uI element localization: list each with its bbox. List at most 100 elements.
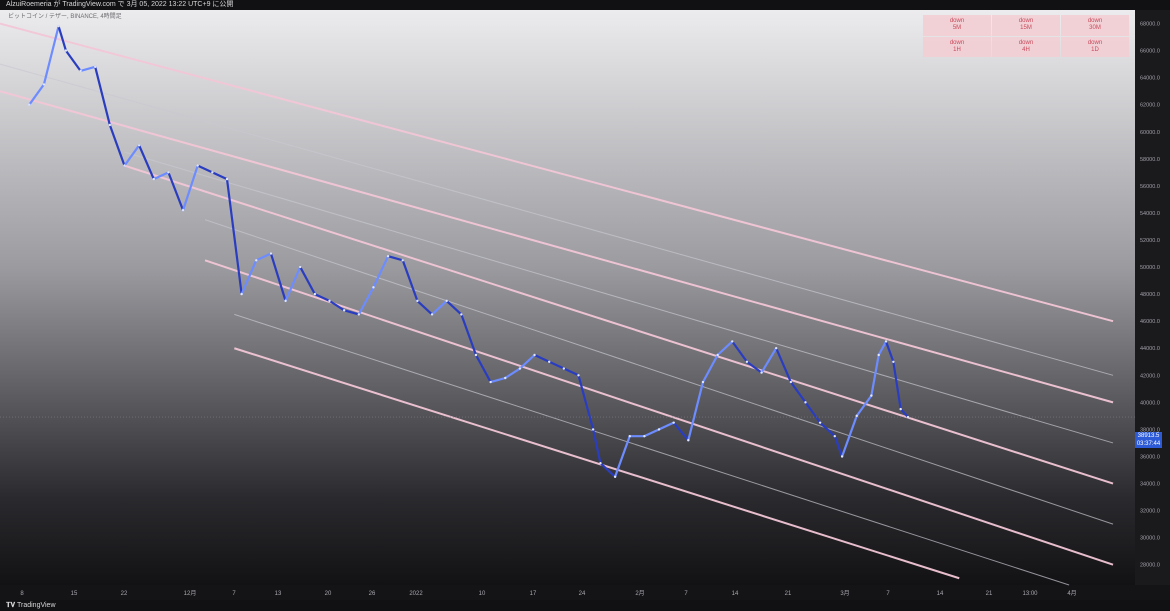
price-point — [731, 340, 734, 343]
time-tick-label: 13 — [275, 591, 282, 597]
price-point — [123, 164, 126, 167]
time-tick-label: 22 — [121, 591, 128, 597]
price-point — [255, 259, 258, 262]
price-point — [489, 380, 492, 384]
price-point — [818, 421, 822, 424]
channel-line-lower-2-sub — [234, 313, 1070, 586]
price-point — [760, 371, 763, 374]
price-point — [401, 259, 404, 262]
time-tick-label: 20 — [325, 591, 332, 597]
price-segment — [211, 171, 229, 181]
price-tick-label: 68000.0 — [1140, 22, 1160, 28]
time-tick-label: 14 — [937, 591, 944, 597]
price-point — [57, 25, 60, 28]
price-point — [28, 103, 31, 106]
price-point — [64, 49, 68, 52]
price-point — [870, 394, 873, 397]
price-segment — [884, 340, 895, 363]
price-tick-label: 38000.0 — [1140, 427, 1160, 433]
price-point — [372, 286, 375, 289]
tf-cell-15m: down 15M — [992, 15, 1060, 36]
time-tick-label: 12月 — [184, 590, 197, 597]
price-segment — [877, 340, 888, 357]
tf-cell-5m: down 5M — [923, 15, 991, 36]
time-tick-label: 7 — [886, 591, 890, 597]
price-series — [0, 25, 1135, 478]
last-price-tag: 38913.5 03:37:44 — [1135, 432, 1162, 448]
price-point — [137, 144, 141, 147]
channel-lines — [0, 22, 1114, 586]
price-segment — [196, 164, 214, 174]
time-tick-label: 4月 — [1067, 590, 1076, 597]
price-point — [93, 65, 97, 69]
price-tick-label: 36000.0 — [1140, 454, 1160, 460]
price-segment — [401, 259, 419, 302]
time-tick-label: 15 — [71, 591, 78, 597]
time-tick-label: 7 — [232, 591, 236, 597]
price-segment — [855, 394, 873, 417]
price-segment — [42, 25, 60, 86]
chart-area[interactable]: ビットコイン / テザー, BINANCE, 4時間足 28000.0 30000… — [0, 10, 1170, 600]
price-segment — [789, 380, 807, 404]
timeframe-trend-panel: down 5M down 15M down 30M down 1H down 4H dow… — [923, 15, 1129, 57]
price-tick-label: 42000.0 — [1140, 373, 1160, 379]
price-point — [284, 299, 287, 303]
price-segment — [416, 299, 434, 316]
price-tick-label: 60000.0 — [1140, 130, 1160, 136]
price-segment — [167, 171, 185, 212]
price-point — [167, 171, 170, 174]
price-segment — [613, 435, 631, 478]
price-segment — [804, 401, 822, 424]
channel-line-lower-sub — [204, 219, 1114, 525]
price-segment — [562, 367, 580, 377]
price-point — [577, 374, 580, 377]
price-point — [211, 171, 214, 174]
chart-background — [0, 10, 1135, 585]
time-axis-background — [0, 585, 1170, 600]
time-tick-label: 3月 — [840, 590, 849, 597]
time-tick-label: 10 — [479, 591, 486, 597]
price-segment — [152, 171, 170, 181]
price-tick-label: 44000.0 — [1140, 346, 1160, 352]
price-segment — [240, 259, 258, 296]
price-segment — [760, 347, 778, 374]
price-segment — [672, 421, 690, 442]
price-segment — [518, 353, 536, 370]
price-chart[interactable]: ビットコイン / テザー, BINANCE, 4時間足 28000.0 30000… — [0, 10, 1170, 600]
price-tick-label: 32000.0 — [1140, 509, 1160, 515]
price-point — [892, 360, 895, 363]
time-tick-label: 7 — [684, 591, 688, 597]
tf-cell-30m: down 30M — [1061, 15, 1129, 36]
price-point — [877, 353, 880, 357]
price-tick-label: 54000.0 — [1140, 211, 1160, 217]
price-point — [79, 69, 82, 73]
price-point — [701, 380, 705, 384]
channel-line-middle — [0, 90, 1114, 404]
price-point — [152, 177, 155, 181]
price-segment — [899, 408, 910, 419]
tf-cell-1d: down 1D — [1061, 36, 1129, 57]
tradingview-logo-icon: 𝐓𝐕 — [6, 602, 16, 609]
price-segment — [504, 367, 522, 380]
price-segment — [840, 414, 858, 458]
price-segment — [108, 123, 126, 167]
price-point — [840, 455, 844, 458]
footer-bar: 𝐓𝐕 TradingView — [0, 600, 1170, 611]
price-point — [687, 439, 690, 442]
price-tick-label: 56000.0 — [1140, 184, 1160, 190]
price-segment — [225, 178, 243, 296]
time-tick-label: 2月 — [635, 590, 644, 597]
price-tick-label: 40000.0 — [1140, 400, 1160, 406]
price-point — [518, 367, 522, 370]
price-point — [906, 415, 910, 419]
price-point — [599, 462, 602, 465]
header-bar: AlzuiRoemeria が TradingView.com で 3月 05,… — [0, 0, 1170, 10]
price-segment — [181, 164, 199, 212]
price-point — [240, 292, 243, 296]
price-segment — [445, 299, 463, 316]
price-point — [181, 209, 185, 212]
price-tick-label: 64000.0 — [1140, 76, 1160, 82]
price-segment — [687, 380, 705, 442]
price-point — [342, 309, 346, 312]
footer-brand: TradingView — [16, 602, 56, 609]
